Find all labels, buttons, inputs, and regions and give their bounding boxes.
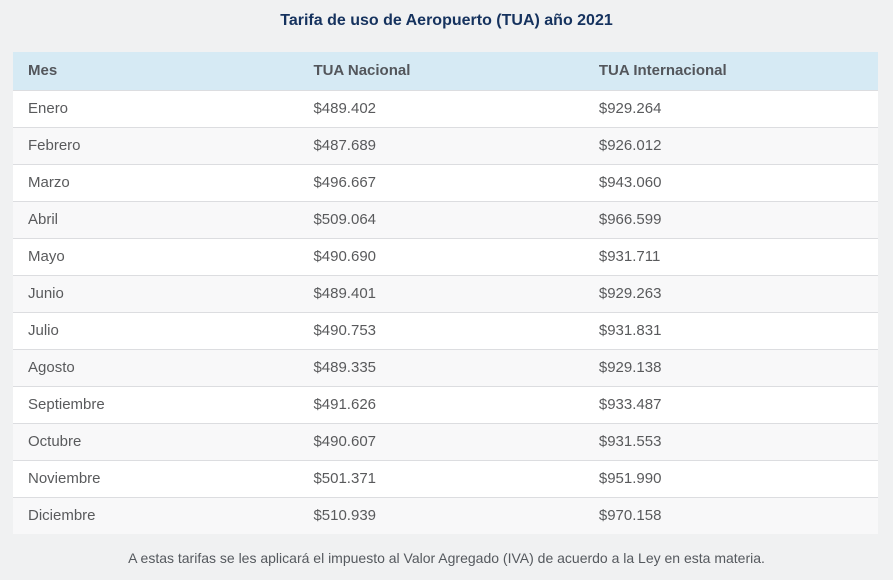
cell-nacional: $490.753 <box>298 311 584 349</box>
table-body: Enero $489.402 $929.264 Febrero $487.689… <box>13 89 878 534</box>
cell-mes: Diciembre <box>13 496 299 534</box>
cell-internacional: $966.599 <box>583 200 878 238</box>
table-row: Septiembre $491.626 $933.487 <box>13 385 878 423</box>
cell-internacional: $970.158 <box>583 496 878 534</box>
cell-mes: Junio <box>13 274 299 312</box>
table-row: Noviembre $501.371 $951.990 <box>13 459 878 497</box>
table-row: Octubre $490.607 $931.553 <box>13 422 878 460</box>
cell-nacional: $510.939 <box>298 496 584 534</box>
cell-internacional: $929.263 <box>583 274 878 312</box>
cell-nacional: $509.064 <box>298 200 584 238</box>
header-tua-internacional: TUA Internacional <box>583 52 878 90</box>
header-tua-nacional: TUA Nacional <box>298 52 584 90</box>
cell-mes: Marzo <box>13 163 299 201</box>
cell-nacional: $496.667 <box>298 163 584 201</box>
table-row: Junio $489.401 $929.263 <box>13 274 878 312</box>
table-row: Mayo $490.690 $931.711 <box>13 237 878 275</box>
cell-internacional: $926.012 <box>583 126 878 164</box>
header-mes: Mes <box>13 52 299 90</box>
cell-mes: Enero <box>13 89 299 127</box>
table-row: Febrero $487.689 $926.012 <box>13 126 878 164</box>
cell-internacional: $931.831 <box>583 311 878 349</box>
cell-nacional: $487.689 <box>298 126 584 164</box>
cell-mes: Febrero <box>13 126 299 164</box>
cell-mes: Octubre <box>13 422 299 460</box>
header-row: Mes TUA Nacional TUA Internacional <box>13 52 878 90</box>
cell-nacional: $491.626 <box>298 385 584 423</box>
cell-internacional: $951.990 <box>583 459 878 497</box>
cell-mes: Abril <box>13 200 299 238</box>
cell-internacional: $929.264 <box>583 89 878 127</box>
table-row: Agosto $489.335 $929.138 <box>13 348 878 386</box>
cell-mes: Julio <box>13 311 299 349</box>
table-row: Diciembre $510.939 $970.158 <box>13 496 878 534</box>
page-title: Tarifa de uso de Aeropuerto (TUA) año 20… <box>280 12 613 29</box>
cell-internacional: $933.487 <box>583 385 878 423</box>
table-header: Mes TUA Nacional TUA Internacional <box>13 52 878 90</box>
iva-footnote: A estas tarifas se les aplicará el impue… <box>128 550 765 566</box>
cell-mes: Noviembre <box>13 459 299 497</box>
cell-nacional: $489.335 <box>298 348 584 386</box>
table-row: Enero $489.402 $929.264 <box>13 89 878 127</box>
cell-nacional: $490.607 <box>298 422 584 460</box>
cell-mes: Mayo <box>13 237 299 275</box>
cell-internacional: $943.060 <box>583 163 878 201</box>
cell-mes: Septiembre <box>13 385 299 423</box>
cell-nacional: $501.371 <box>298 459 584 497</box>
cell-nacional: $489.401 <box>298 274 584 312</box>
cell-internacional: $929.138 <box>583 348 878 386</box>
cell-internacional: $931.711 <box>583 237 878 275</box>
table-row: Abril $509.064 $966.599 <box>13 200 878 238</box>
cell-mes: Agosto <box>13 348 299 386</box>
tua-table-container: Mes TUA Nacional TUA Internacional Enero… <box>13 52 878 534</box>
cell-internacional: $931.553 <box>583 422 878 460</box>
cell-nacional: $490.690 <box>298 237 584 275</box>
tua-table: Mes TUA Nacional TUA Internacional Enero… <box>13 52 878 534</box>
table-row: Marzo $496.667 $943.060 <box>13 163 878 201</box>
table-row: Julio $490.753 $931.831 <box>13 311 878 349</box>
cell-nacional: $489.402 <box>298 89 584 127</box>
